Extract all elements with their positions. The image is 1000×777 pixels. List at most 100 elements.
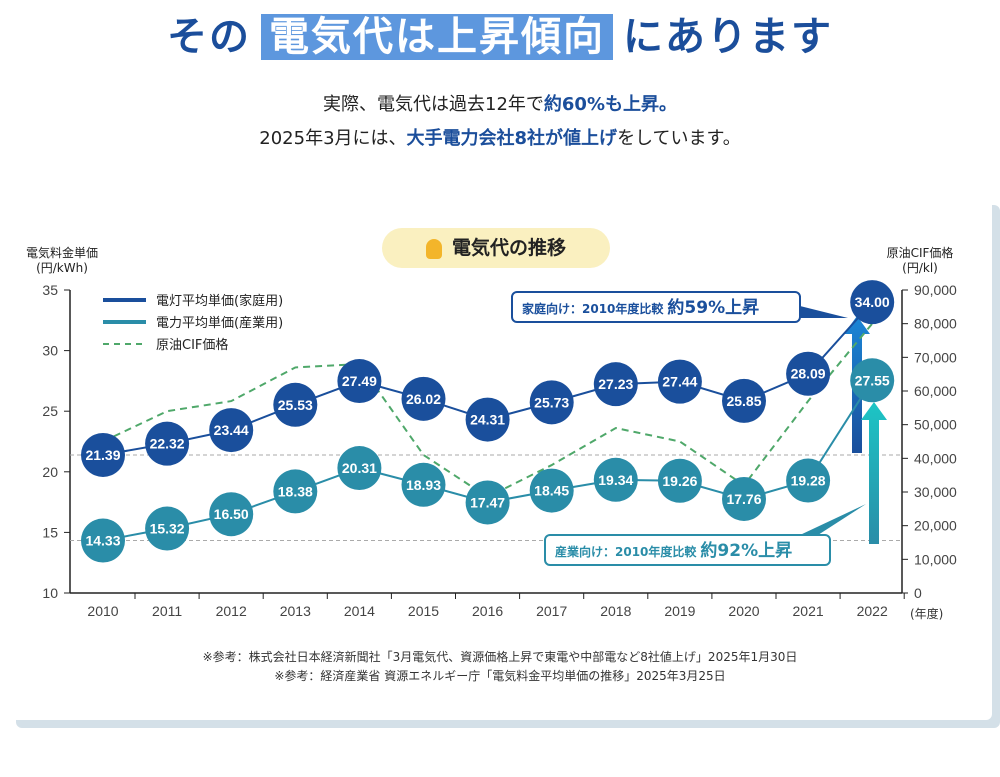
data-label: 17.47	[470, 494, 505, 510]
callout-value: 約92%上昇	[700, 540, 792, 561]
callout-prefix: 家庭向け：2010年度比較	[522, 301, 664, 316]
data-point	[722, 378, 766, 423]
title-post: にあります	[623, 14, 833, 60]
data-point	[337, 446, 382, 491]
data-point	[273, 382, 318, 427]
y-tick-label-right: 50,000	[914, 417, 957, 433]
data-point	[593, 362, 638, 407]
reference-1: ※参考：株式会社日本経済新聞社「3月電気代、資源価格上昇で東電や中部電など8社値…	[202, 650, 798, 664]
data-point	[209, 492, 254, 537]
x-tick-label: 2016	[472, 603, 503, 619]
data-label: 26.02	[406, 391, 441, 407]
data-label: 22.32	[150, 436, 185, 452]
chart-title: 電気代の推移	[382, 228, 610, 268]
y-tick-label-right: 30,000	[914, 484, 957, 500]
arrow-up-icon	[861, 402, 887, 544]
callout-text: 家庭向け：2010年度比較 約59%上昇	[522, 297, 759, 318]
data-label: 18.93	[406, 477, 441, 493]
data-point	[145, 421, 190, 466]
callout-box	[544, 534, 831, 566]
x-tick-label: 2019	[664, 603, 695, 619]
data-point	[465, 397, 510, 442]
data-label: 14.33	[85, 533, 120, 549]
data-label: 28.09	[791, 366, 826, 382]
data-label: 27.23	[598, 376, 633, 392]
data-point	[145, 506, 190, 551]
title-highlight: 電気代は上昇傾向	[261, 14, 613, 60]
emphasis: 大手電力会社8社が値上げ	[406, 128, 618, 149]
y-tick-label-right: 60,000	[914, 383, 957, 399]
y-tick-label-left: 10	[42, 585, 58, 601]
y-label-right-unit: (円/kl)	[902, 261, 938, 275]
title-pre: その	[167, 14, 251, 60]
data-label: 25.85	[726, 393, 761, 409]
data-point	[850, 280, 895, 325]
x-unit-label: (年度)	[910, 606, 943, 621]
text: 2025年3月には、	[259, 128, 407, 149]
x-tick-label: 2018	[600, 603, 631, 619]
emphasis: 約60%も上昇。	[543, 94, 677, 115]
callout-text: 産業向け：2010年度比較 約92%上昇	[555, 540, 792, 561]
callout-pointer	[800, 306, 848, 318]
y-tick-label-left: 15	[42, 524, 58, 540]
callout-value: 約59%上昇	[667, 297, 759, 318]
data-label: 34.00	[855, 294, 890, 310]
data-label: 25.73	[534, 394, 569, 410]
data-label: 27.55	[855, 372, 890, 388]
legend-label: 電灯平均単価(家庭用)	[156, 293, 283, 309]
data-point	[273, 469, 318, 514]
data-point	[465, 480, 510, 525]
x-tick-label: 2015	[408, 603, 439, 619]
x-tick-label: 2017	[536, 603, 567, 619]
data-label: 21.39	[85, 447, 120, 463]
data-label: 18.38	[278, 483, 313, 499]
y-tick-label-right: 20,000	[914, 518, 957, 534]
callout-prefix: 産業向け：2010年度比較	[555, 544, 697, 559]
data-point	[401, 376, 446, 421]
data-point	[593, 457, 638, 502]
data-point	[337, 359, 382, 404]
x-tick-label: 2012	[216, 603, 247, 619]
subtitle-line-1: 実際、電気代は過去12年で約60%も上昇。	[0, 90, 1000, 116]
legend-label: 電力平均単価(産業用)	[156, 315, 283, 331]
y-tick-label-right: 80,000	[914, 316, 957, 332]
data-point	[722, 476, 766, 521]
data-label: 19.26	[662, 473, 697, 489]
data-label: 15.32	[150, 521, 185, 537]
y-tick-label-right: 10,000	[914, 551, 957, 567]
data-label: 23.44	[214, 422, 249, 438]
text: をしています。	[617, 128, 741, 149]
data-point	[850, 358, 895, 403]
data-point	[529, 468, 574, 513]
data-point	[657, 458, 702, 503]
y-label-left-unit: (円/kWh)	[36, 261, 88, 275]
data-label: 20.31	[342, 460, 377, 476]
callout-pointer	[800, 504, 866, 535]
x-tick-label: 2022	[857, 603, 888, 619]
data-label: 27.44	[662, 374, 697, 390]
subtitle-line-2: 2025年3月には、大手電力会社8社が値上げをしています。	[0, 124, 1000, 150]
data-label: 24.31	[470, 412, 505, 428]
data-point	[786, 351, 831, 396]
data-point	[401, 462, 446, 507]
data-point	[81, 518, 125, 563]
data-point	[657, 359, 702, 404]
callout-box	[511, 291, 801, 323]
y-tick-label-left: 35	[42, 282, 58, 298]
data-point	[81, 432, 125, 477]
x-tick-label: 2013	[280, 603, 311, 619]
y-tick-label-right: 70,000	[914, 349, 957, 365]
data-label: 19.28	[791, 473, 826, 489]
y-label-right: 原油CIF価格	[887, 245, 954, 260]
y-tick-label-left: 25	[42, 403, 58, 419]
data-label: 19.34	[598, 472, 633, 488]
x-tick-label: 2011	[152, 603, 182, 619]
legend-label: 原油CIF価格	[156, 337, 228, 353]
page-title: その 電気代は上昇傾向 にあります	[0, 4, 1000, 62]
chart-title-text: 電気代の推移	[451, 237, 566, 259]
x-tick-label: 2021	[793, 603, 824, 619]
lightbulb-icon	[425, 238, 442, 259]
x-tick-label: 2010	[87, 603, 118, 619]
y-tick-label-right: 0	[914, 585, 922, 601]
